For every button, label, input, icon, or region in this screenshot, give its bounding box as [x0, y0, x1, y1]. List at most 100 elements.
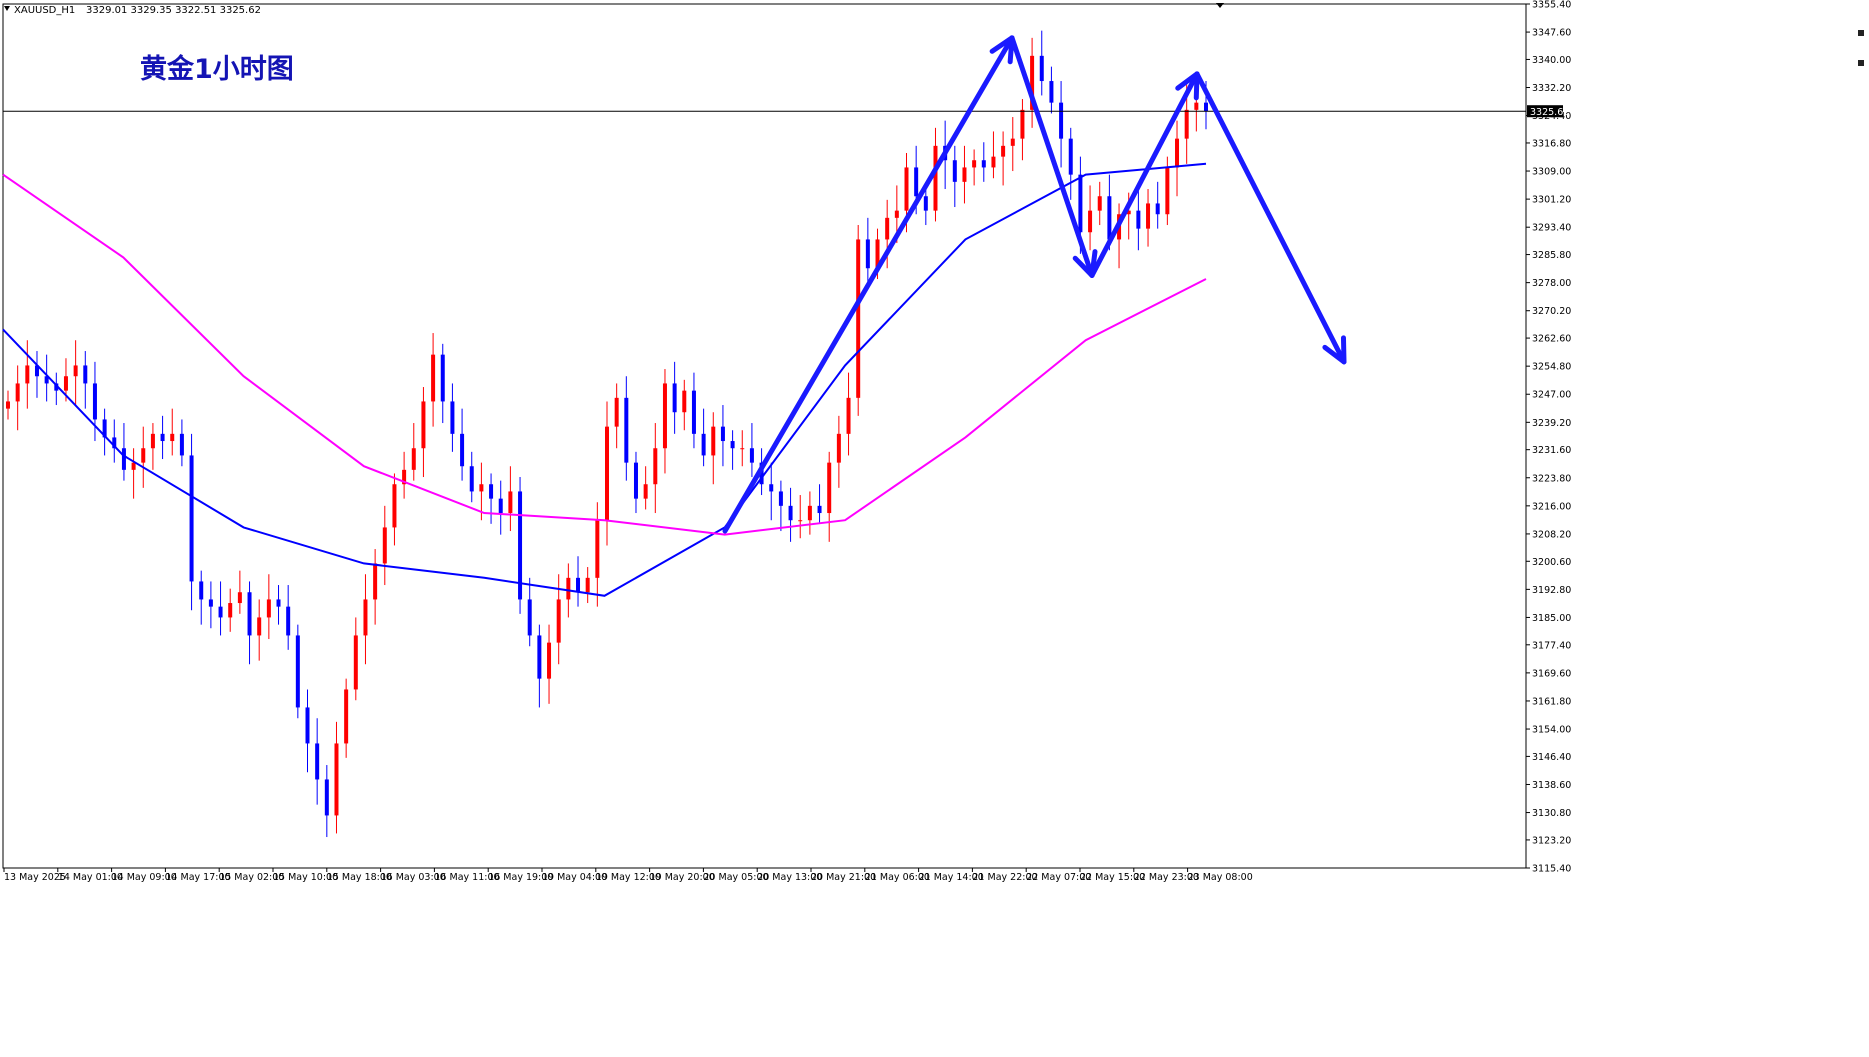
x-tick-label: 16 May 03:00: [381, 872, 446, 883]
candle-body: [34, 365, 39, 377]
candle-body: [305, 707, 310, 744]
candle-body: [1146, 203, 1151, 229]
candle-body: [885, 217, 890, 240]
candle-body: [1204, 102, 1208, 112]
candle-body: [344, 689, 349, 744]
candle-body: [672, 383, 677, 413]
x-tick-label: 13 May 2025: [4, 872, 66, 883]
candle-body: [605, 426, 609, 521]
candle-body: [972, 160, 977, 168]
x-tick-label: 15 May 10:00: [273, 872, 338, 883]
candle-body: [218, 606, 223, 618]
candle-body: [353, 635, 358, 690]
x-tick-label: 19 May 04:00: [542, 872, 607, 883]
candle-body: [1020, 109, 1025, 139]
candle-body: [131, 462, 136, 470]
candle-body: [508, 491, 513, 514]
candle-body: [1136, 210, 1141, 229]
candle-body: [92, 383, 97, 420]
candle-body: [237, 592, 242, 604]
candle-body: [6, 401, 10, 409]
candle-body: [595, 520, 600, 578]
candle-body: [1088, 210, 1093, 233]
y-tick-label: 3185.00: [1532, 613, 1571, 624]
candle-body: [566, 577, 571, 600]
candle-body: [334, 743, 339, 816]
candle-body: [54, 383, 59, 391]
candle-body: [170, 433, 175, 442]
candle-body: [730, 441, 735, 449]
y-tick-label: 3130.80: [1532, 808, 1571, 819]
symbol-label: XAUUSD_H1: [14, 5, 75, 16]
candle-body: [653, 448, 658, 485]
candle-body: [450, 401, 455, 434]
candle-body: [933, 145, 938, 211]
candle-body: [701, 433, 706, 456]
y-tick-label: 3340.00: [1532, 55, 1571, 66]
candle-body: [962, 167, 967, 182]
candle-body: [1126, 210, 1131, 215]
candle-body: [498, 498, 503, 514]
candle-body: [740, 448, 745, 450]
x-tick-label: 14 May 01:00: [58, 872, 123, 883]
y-tick-label: 3355.40: [1532, 0, 1571, 11]
current-price-badge: [1527, 105, 1563, 118]
candle-body: [952, 160, 957, 182]
y-tick-label: 3347.60: [1532, 28, 1571, 39]
candle-body: [778, 491, 783, 506]
candle-body: [324, 779, 329, 816]
candle-body: [894, 210, 899, 218]
y-tick-label: 3332.20: [1532, 83, 1571, 94]
candle-body: [266, 599, 271, 618]
x-tick-label: 15 May 02:00: [219, 872, 284, 883]
candle-body: [286, 606, 291, 636]
candle-body: [1039, 55, 1044, 82]
candle-body: [141, 448, 146, 463]
scroll-marker-icon: [1858, 30, 1864, 36]
candle-body: [257, 617, 262, 636]
x-tick-label: 16 May 11:00: [434, 872, 499, 883]
plot-frame: [2, 3, 1527, 869]
candle-body: [1107, 196, 1112, 240]
y-tick-label: 3216.00: [1532, 501, 1571, 512]
candle-body: [865, 239, 870, 269]
x-tick-label: 22 May 15:00: [1080, 872, 1145, 883]
y-tick-label: 3138.60: [1532, 780, 1571, 791]
candle-body: [121, 448, 126, 470]
y-tick-label: 3115.40: [1532, 864, 1571, 875]
candle-body: [228, 603, 233, 618]
x-tick-label: 19 May 12:00: [596, 872, 661, 883]
trend-arrow-2: [1009, 35, 1095, 278]
candle-body: [856, 239, 861, 398]
x-tick-label: 20 May 21:00: [811, 872, 876, 883]
candle-body: [208, 599, 213, 607]
x-tick-label: 14 May 17:00: [165, 872, 230, 883]
candle-body: [556, 599, 561, 643]
candle-body: [518, 491, 523, 600]
candle-body: [421, 401, 426, 449]
candle-body: [875, 239, 880, 269]
arrowhead-icon: [1322, 335, 1347, 365]
y-tick-label: 3192.80: [1532, 585, 1571, 596]
candle-body: [373, 563, 378, 600]
trend-arrow-4: [1194, 71, 1347, 365]
y-tick-label: 3293.40: [1532, 223, 1571, 234]
y-tick-label: 3154.00: [1532, 725, 1571, 736]
candle-body: [73, 365, 78, 377]
candle-body: [759, 462, 764, 485]
x-tick-label: 14 May 09:00: [112, 872, 177, 883]
candle-body: [1030, 55, 1035, 110]
candle-body: [527, 599, 532, 636]
candle-body: [807, 505, 812, 521]
dropdown-triangle-icon[interactable]: [4, 6, 10, 11]
x-tick-label: 21 May 06:00: [865, 872, 930, 883]
x-tick-label: 16 May 19:00: [488, 872, 553, 883]
y-tick-label: 3231.60: [1532, 445, 1571, 456]
candle-body: [624, 397, 629, 463]
x-tick-label: 22 May 23:00: [1134, 872, 1199, 883]
candle-body: [431, 354, 436, 402]
candle-body: [769, 484, 774, 492]
candle-body: [576, 577, 581, 593]
